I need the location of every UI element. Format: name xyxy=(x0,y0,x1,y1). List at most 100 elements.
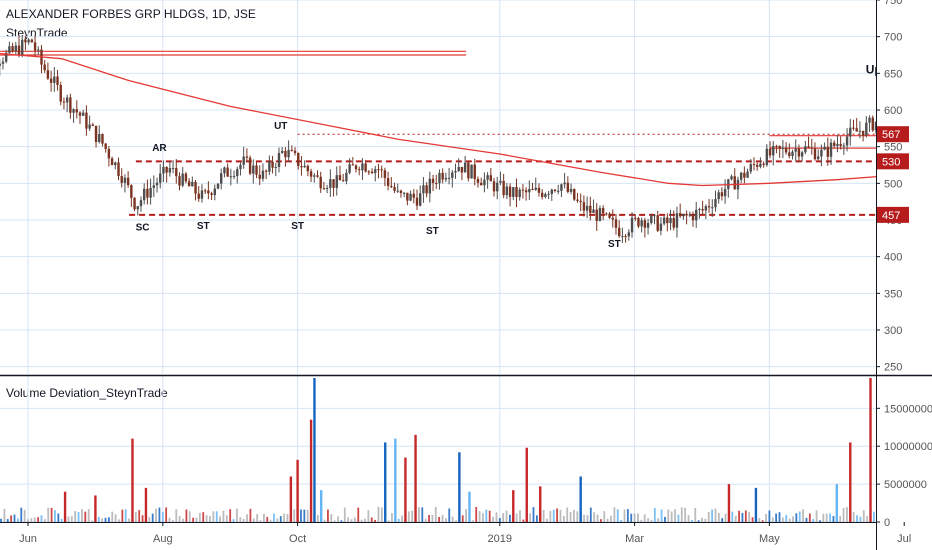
candle-body xyxy=(634,217,637,219)
moving-average xyxy=(0,52,932,187)
candle-body xyxy=(579,200,582,203)
candle-body xyxy=(444,177,448,180)
candle-body xyxy=(502,180,505,196)
candle-body xyxy=(425,185,428,194)
volume-bar xyxy=(340,520,343,522)
volume-bar xyxy=(212,511,215,522)
candle-body xyxy=(325,187,329,189)
volume-bar xyxy=(37,517,40,522)
candle-body xyxy=(739,172,743,180)
volume-bar xyxy=(276,518,279,522)
volume-bar xyxy=(576,511,579,522)
volume-bar xyxy=(91,520,93,522)
annotation-label: ST xyxy=(197,221,210,232)
candle-body xyxy=(277,152,281,167)
volume-bar xyxy=(680,507,683,522)
volume-bar xyxy=(748,512,751,522)
candle-body xyxy=(582,202,586,211)
volume-bar-spike xyxy=(525,447,528,522)
candle-body xyxy=(75,109,78,113)
candle-body xyxy=(24,39,27,43)
volume-bars[interactable] xyxy=(0,378,932,522)
candle-body xyxy=(361,163,364,171)
candle-body xyxy=(377,169,380,171)
volume-bar xyxy=(546,518,548,522)
volume-bar xyxy=(660,509,663,522)
volume-bar xyxy=(367,510,370,522)
candles[interactable] xyxy=(0,34,932,346)
candle-body xyxy=(743,172,746,178)
volume-bar xyxy=(616,509,619,522)
candle-body xyxy=(123,177,127,183)
candle-body xyxy=(486,175,489,180)
candle-body xyxy=(833,142,836,146)
volume-bar xyxy=(684,507,687,522)
candle-body xyxy=(772,145,775,156)
candle-body xyxy=(547,193,550,195)
candle-body xyxy=(152,185,156,188)
candle-body xyxy=(637,218,640,227)
volume-bar xyxy=(805,517,808,522)
volume-bar xyxy=(808,513,811,522)
candle-body xyxy=(601,208,605,214)
candle-body xyxy=(11,46,14,52)
candle-body xyxy=(245,156,249,158)
volume-bar xyxy=(795,513,798,522)
volume-bar xyxy=(549,510,552,522)
volume-bar xyxy=(482,513,484,522)
volume-bar xyxy=(667,509,670,522)
volume-bar xyxy=(542,509,545,522)
candle-body xyxy=(800,152,804,157)
candle-body xyxy=(845,136,849,146)
candle-body xyxy=(528,188,531,193)
candle-body xyxy=(30,39,34,43)
candle-body xyxy=(178,176,181,186)
candle-body xyxy=(441,172,444,180)
volume-bar-spike xyxy=(384,442,387,522)
candle-body xyxy=(496,182,499,192)
candle-body xyxy=(268,161,271,172)
candle-body xyxy=(435,182,438,184)
volume-bar xyxy=(583,514,585,522)
volume-bar xyxy=(569,512,572,522)
candle-body xyxy=(550,189,553,194)
volume-bar-spike xyxy=(289,476,293,522)
volume-bar xyxy=(40,515,43,522)
volume-bar xyxy=(856,515,858,522)
volume-bar xyxy=(434,507,437,522)
volume-bar xyxy=(161,512,164,522)
volume-bar xyxy=(151,513,154,522)
volume-bar xyxy=(50,507,53,522)
volume-bar xyxy=(498,517,501,522)
volume-bar xyxy=(219,516,221,522)
volume-bar xyxy=(387,520,390,522)
candle-body xyxy=(393,186,396,191)
candle-body xyxy=(695,209,698,221)
candle-body xyxy=(499,180,502,183)
volume-bar xyxy=(158,507,161,522)
candle-body xyxy=(329,179,332,188)
candle-body xyxy=(473,164,476,180)
candle-body xyxy=(627,232,631,237)
candle-body xyxy=(142,188,146,201)
volume-bar xyxy=(731,511,734,522)
level-badge xyxy=(877,206,909,223)
volume-bar-spike xyxy=(458,452,461,522)
candle-body xyxy=(155,182,159,186)
candle-body xyxy=(553,189,557,191)
candle-body xyxy=(136,206,139,210)
volume-bar xyxy=(839,516,842,522)
volume-bar xyxy=(347,517,350,522)
volume-bar xyxy=(785,514,788,522)
candle-body xyxy=(33,42,37,51)
candle-body xyxy=(489,175,493,182)
candle-body xyxy=(332,179,335,188)
annotation-label: ST xyxy=(608,239,621,250)
candle-body xyxy=(98,133,101,143)
candle-body xyxy=(643,220,647,228)
candle-body xyxy=(531,188,534,190)
volume-bar xyxy=(165,507,168,522)
volume-bar xyxy=(84,511,87,522)
candle-body xyxy=(858,130,862,132)
